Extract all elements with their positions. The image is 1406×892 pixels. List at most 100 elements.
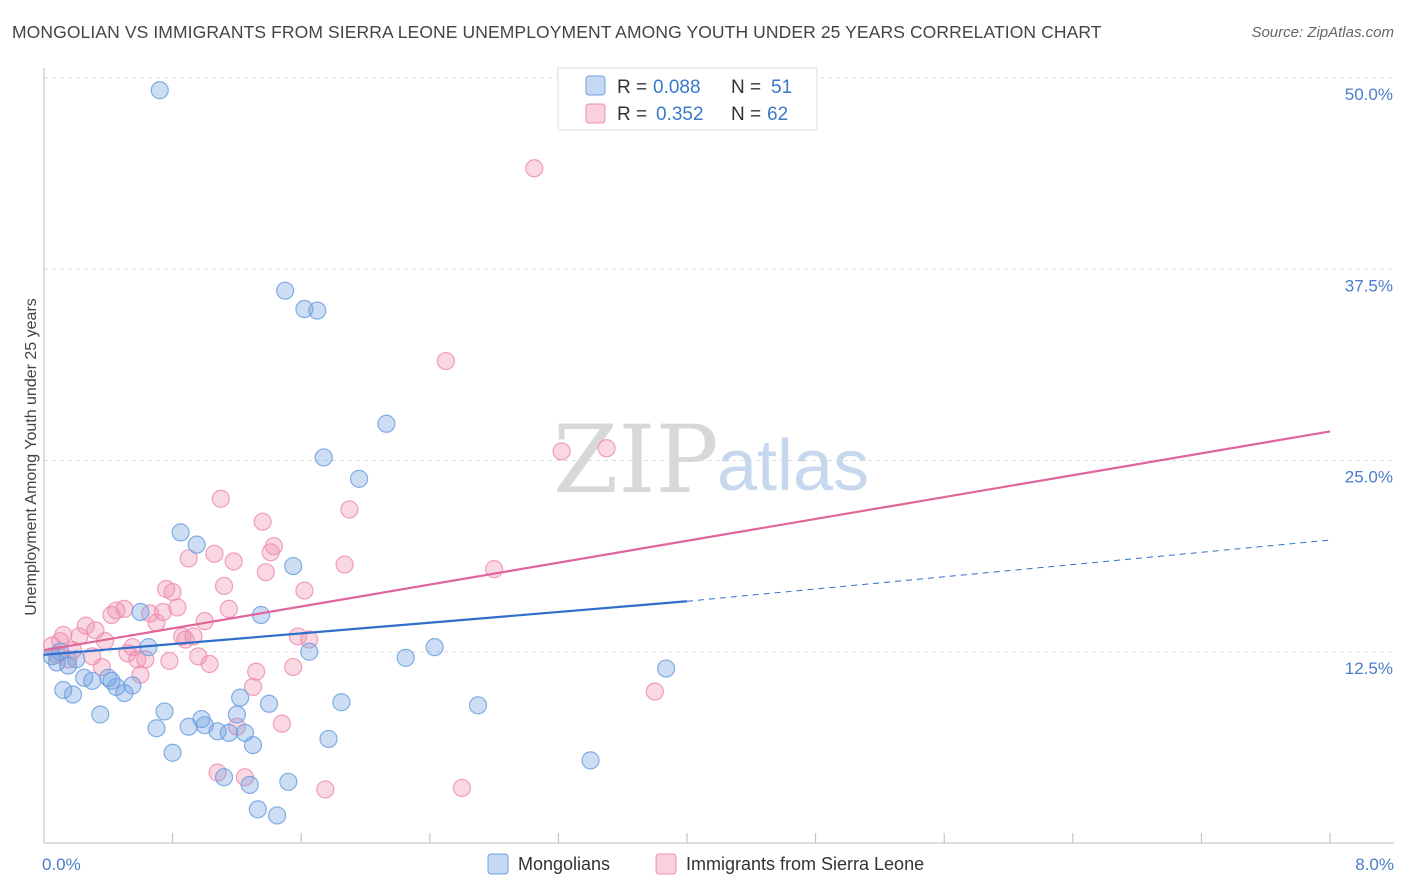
bottom-legend-swatch-sierra-leone [655,853,677,875]
watermark-atlas: atlas [717,426,869,506]
y-tick-label: 25.0% [1345,468,1393,487]
mongolian-point [319,729,338,749]
grid-lines [44,77,1394,653]
mongolian-point [267,806,287,825]
sierra-leone-point [211,489,230,508]
mongolian-point [102,671,121,690]
sierra-leone-point [452,778,472,798]
legend-r-label-sierra-leone: R = [617,104,647,125]
sierra-leone-point [284,657,303,677]
mongolian-point [91,705,110,724]
mongolian-point [468,696,488,715]
sierra-leone-point [160,651,179,671]
mongolian-point [300,642,319,661]
mongolian-point [349,469,369,488]
chart-title: MONGOLIAN VS IMMIGRANTS FROM SIERRA LEON… [12,22,1102,42]
sierra-leone-point [115,599,134,619]
sierra-leone-point [92,657,111,677]
sierra-leone-point [205,544,224,563]
sierra-leone-point [552,442,571,461]
mongolian-point [187,535,206,554]
watermark-zip: ZIP [553,406,719,515]
y-tick-label: 37.5% [1345,276,1393,295]
mongolian-point [163,743,182,762]
mongolian-point [123,676,142,695]
mongolian-point [259,694,279,713]
sierra-leone-point [436,351,455,371]
sierra-leone-point [597,439,616,458]
sierra-leone-point [76,616,95,635]
y-tick-label: 50.0% [1345,85,1393,104]
bottom-legend-label-mongolians: Mongolians [518,854,610,874]
sierra-leone-point [179,549,198,568]
mongolian-point [83,671,102,690]
x-ticks [43,833,1331,843]
sierra-leone-point [264,537,283,556]
legend-swatch-mongolians [585,75,606,96]
sierra-leone-point [153,602,173,622]
mongolian-point [231,688,250,707]
sierra-leone-point [340,500,359,519]
mongolian-point [243,735,263,755]
mongolian-point [63,685,83,704]
mongolian-point [581,751,600,770]
legend-n-value-sierra-leone: 62 [767,104,788,125]
mongolian-point [67,650,86,669]
mongolian-point [147,719,166,738]
sierra-leone-trend-line [43,430,1331,652]
sierra-leone-point [224,552,243,571]
y-tick-label: 12.5% [1345,659,1393,678]
mongolian-point [279,772,298,791]
bottom-legend: Mongolians Immigrants from Sierra Leone [487,853,924,875]
sierra-leone-point [54,625,73,645]
mongolian-point [284,556,303,576]
x-tick-label-min: 0.0% [42,855,81,874]
mongolian-point [425,638,444,657]
mongolian-point [308,301,327,320]
sierra-leone-point [645,682,664,701]
x-tick-label-max: 8.0% [1355,855,1394,874]
sierra-leone-point [247,662,266,681]
mongolian-point [276,281,295,300]
mongolian-point [219,723,238,742]
mongolian-point [240,775,259,794]
mongolian-point [227,705,246,724]
mongolian-point [314,448,333,467]
legend-r-label-mongolians: R = [617,77,647,98]
mongolian-point [248,800,267,819]
mongolian-point [131,602,150,622]
y-axis-label: Unemployment Among Youth under 25 years [23,298,40,616]
sierra-leone-point [214,576,234,596]
legend-n-label-mongolians: N = [731,77,761,98]
sierra-leone-point [168,598,187,617]
legend-n-value-mongolians: 51 [771,77,792,98]
mongolian-point [396,648,415,667]
sierra-leone-point [256,563,275,582]
bottom-legend-label-sierra-leone: Immigrants from Sierra Leone [686,854,924,874]
legend-r-value-mongolians: 0.088 [653,77,701,98]
sierra-leone-point [525,159,544,178]
mongolian-point [657,659,676,678]
mongolian-trend-line [43,600,688,656]
top-legend: R = 0.088 N = 51 R = 0.352 N = 62 [557,67,818,131]
sierra-leone-point [184,627,203,646]
mongolian-point [332,693,351,712]
axes [43,68,1394,844]
legend-r-value-sierra-leone: 0.352 [656,104,704,125]
sierra-leone-point [243,677,263,697]
mongolian-point [54,680,73,700]
sierra-leone-point [253,512,272,531]
legend-n-label-sierra-leone: N = [731,104,761,125]
sierra-leone-point [272,714,292,733]
sierra-leone-point [335,555,354,574]
y-tick-labels: 12.5% 25.0% 37.5% 50.0% [1345,85,1393,678]
legend-swatch-sierra-leone [585,103,606,124]
mongolian-point [150,81,169,100]
sierra-leone-point [208,763,227,782]
sierra-leone-point [163,582,182,602]
sierra-leone-point [219,599,238,619]
sierra-leone-points [42,159,664,799]
bottom-legend-swatch-mongolians [487,853,509,875]
sierra-leone-point [316,780,335,799]
